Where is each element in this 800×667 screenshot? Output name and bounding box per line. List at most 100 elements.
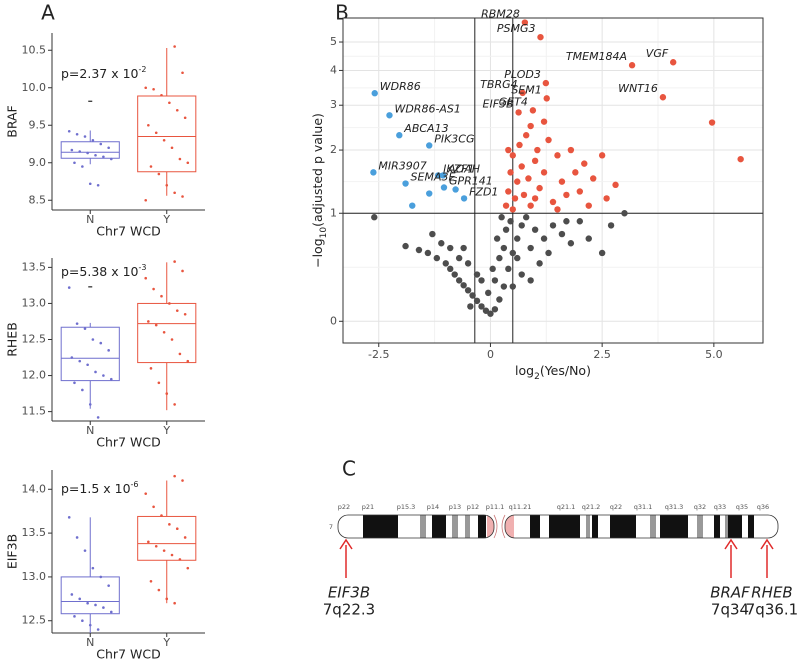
ideogram: C 7 [323,457,798,619]
point [496,254,503,262]
point [173,403,176,406]
point [491,306,499,313]
point [107,584,110,587]
point-label: FZD1 [469,185,498,198]
box [137,302,197,364]
y-tick-label: 4 [330,63,337,76]
point [94,603,97,607]
y-tick-label: 0 [330,314,337,327]
point [505,146,512,154]
point-label: SEMA3E [411,171,456,184]
point [554,152,561,159]
point [433,254,441,262]
band-label: q21.1 [557,503,576,511]
point [543,95,550,102]
point [545,249,552,257]
point [522,214,530,221]
band-label: p12 [467,503,479,511]
y-tick-label: 13.0 [22,296,47,309]
plot-border [342,17,764,344]
point [460,195,468,202]
point [99,142,103,146]
point [531,195,539,202]
point [178,157,182,161]
y-tick-label: 10.0 [22,81,47,94]
point-label: WDR86-AS1 [394,102,460,115]
point [73,615,76,618]
x-tick-label: 0 [487,348,494,361]
point [531,226,539,233]
point [186,566,190,570]
point [511,195,519,202]
point [502,202,510,209]
point [96,628,100,631]
point [168,101,171,105]
point [178,558,182,561]
point [498,214,505,221]
point [396,132,403,139]
plot-background [343,18,763,343]
band-label: q32 [694,503,706,511]
point [455,254,463,262]
y-axis-title: BRAF [5,105,20,138]
y-tick-label: 14.0 [22,482,47,495]
point [659,94,667,101]
point [493,235,501,242]
point [94,370,97,374]
p-arm-bands [338,515,494,538]
gene-arrows [339,538,774,578]
point [509,152,516,159]
point [183,536,187,539]
box [137,95,197,173]
point [144,86,148,90]
x-axis-title: Chr7 WCD [96,435,160,450]
p-value-text: p=1.5 x 10 [61,481,131,496]
point [520,191,528,199]
point [370,169,377,176]
point [78,150,82,153]
band-label: q35 [736,503,748,511]
point [165,597,169,601]
point-label: SEM1 [511,83,541,96]
point [612,181,619,189]
gene-name: RHEB [751,584,792,602]
point [558,230,566,238]
x-title-part: (Yes/No) [540,363,591,378]
point [527,244,534,252]
point [181,479,184,482]
point [603,195,610,202]
point [478,303,485,310]
y-tick-label: 9.5 [29,118,47,131]
point-label: WNT16 [618,82,658,95]
point [549,222,557,229]
point [152,87,155,91]
point [109,157,113,161]
arrow-head [339,538,353,550]
point [514,178,521,185]
point [540,169,548,176]
point [107,146,110,150]
point [173,474,176,478]
point [491,277,499,284]
point [469,292,476,299]
p-value-label: p=5.38 x 10-3 [61,263,146,279]
point [147,123,150,127]
point [162,549,166,552]
point [518,163,525,170]
point [563,218,570,225]
point [464,260,472,267]
point [489,265,496,273]
point [628,62,636,69]
y-tick-label: 13.5 [22,526,47,539]
point [467,303,474,310]
point [96,183,100,187]
x-title-sub: 2 [534,372,540,382]
point [581,160,588,167]
point [426,190,433,197]
y-tick-label: 9.0 [29,156,47,169]
point [173,260,176,263]
point [558,178,566,185]
q-arm [504,514,779,539]
band-label: p21 [362,503,374,511]
point [567,240,575,247]
